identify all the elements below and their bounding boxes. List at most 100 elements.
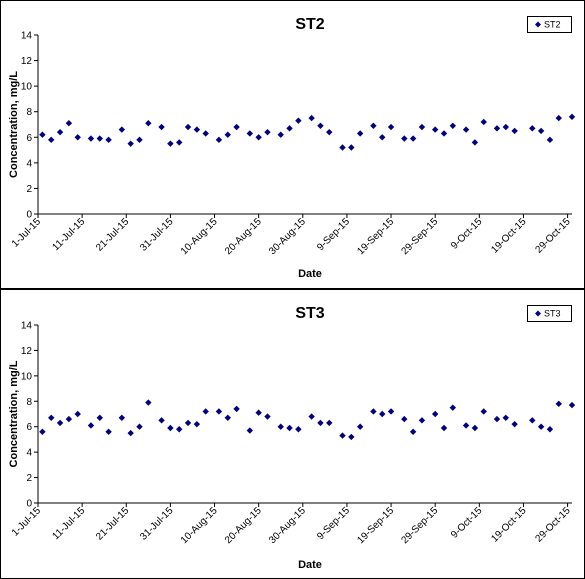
data-point: [555, 400, 562, 408]
data-point: [409, 135, 417, 142]
data-point: [418, 123, 426, 131]
data-point: [529, 125, 536, 132]
data-point: [480, 408, 487, 415]
data-point: [418, 417, 426, 424]
data-point: [568, 113, 576, 121]
data-point: [471, 424, 479, 432]
data-point: [246, 130, 254, 137]
y-tick-label: 14: [21, 31, 33, 42]
data-point: [118, 414, 126, 422]
data-point: [529, 417, 536, 424]
panel-border: [0, 289, 585, 579]
x-axis-label: Date: [298, 268, 322, 280]
data-point: [493, 125, 501, 132]
data-point: [440, 424, 448, 432]
y-tick-label: 12: [21, 56, 33, 67]
data-point: [295, 117, 302, 124]
data-point: [308, 413, 315, 420]
y-tick-label: 14: [21, 321, 33, 332]
y-axis-label: Concentration, mg/L: [8, 71, 20, 178]
data-point: [348, 433, 355, 441]
data-point: [56, 419, 64, 427]
data-point: [286, 125, 293, 132]
data-point: [387, 408, 395, 415]
data-point: [65, 120, 73, 127]
data-point: [555, 114, 562, 122]
data-point: [224, 131, 231, 138]
legend-marker: [535, 310, 541, 317]
data-point: [356, 423, 364, 430]
data-point: [127, 429, 134, 437]
data-point: [87, 135, 95, 142]
data-point: [431, 410, 439, 418]
chart-title: ST2: [295, 16, 324, 33]
y-tick-label: 8: [26, 397, 32, 408]
data-point: [136, 423, 143, 430]
data-point: [255, 409, 262, 416]
data-point: [370, 408, 377, 415]
data-point: [264, 128, 271, 136]
data-point: [356, 130, 364, 137]
y-tick-label: 6: [26, 422, 32, 433]
data-point: [74, 134, 81, 141]
data-point: [74, 410, 81, 418]
data-point: [502, 123, 509, 131]
data-point: [370, 122, 377, 129]
data-point: [158, 417, 165, 424]
data-point: [118, 126, 126, 133]
data-point: [202, 408, 209, 415]
data-point: [339, 432, 346, 439]
data-point: [39, 131, 46, 138]
y-tick-label: 2: [26, 184, 32, 195]
data-point: [440, 130, 448, 137]
x-axis-label: Date: [298, 559, 322, 571]
data-point: [176, 426, 183, 433]
data-point: [339, 144, 346, 151]
data-point: [167, 424, 174, 432]
legend: ST2: [527, 16, 572, 33]
data-point: [537, 423, 545, 430]
data-point: [480, 118, 487, 126]
data-point: [277, 131, 284, 138]
legend-label: ST2: [544, 20, 561, 30]
legend: ST3: [527, 305, 572, 322]
data-point: [87, 422, 95, 429]
data-point: [215, 136, 223, 144]
data-point: [145, 399, 152, 406]
y-tick-label: 10: [21, 82, 33, 93]
data-point: [326, 419, 333, 427]
data-point: [286, 424, 293, 432]
data-point: [409, 428, 417, 435]
data-point: [65, 415, 73, 423]
data-point: [379, 134, 386, 141]
data-point: [127, 140, 134, 147]
data-point: [105, 136, 112, 144]
y-tick-label: 8: [26, 107, 32, 118]
legend-label: ST3: [544, 309, 561, 319]
data-point: [224, 414, 231, 422]
y-tick-label: 10: [21, 371, 33, 382]
y-tick-label: 12: [21, 346, 33, 357]
data-point: [462, 422, 470, 429]
data-point: [145, 120, 152, 127]
data-point: [48, 136, 55, 144]
data-point: [215, 408, 223, 415]
chart-title: ST3: [295, 305, 324, 322]
legend-box: [527, 305, 572, 322]
data-point: [317, 419, 324, 427]
data-point: [96, 135, 103, 142]
y-tick-label: 0: [26, 210, 32, 221]
legend-box: [527, 16, 572, 33]
legend-marker: [535, 21, 541, 28]
data-point: [56, 128, 64, 136]
data-point: [48, 414, 55, 422]
data-point: [348, 144, 355, 151]
y-tick-label: 4: [26, 158, 32, 169]
data-point: [449, 404, 457, 411]
data-point: [462, 126, 470, 133]
data-point: [401, 135, 408, 142]
data-point: [546, 426, 554, 433]
